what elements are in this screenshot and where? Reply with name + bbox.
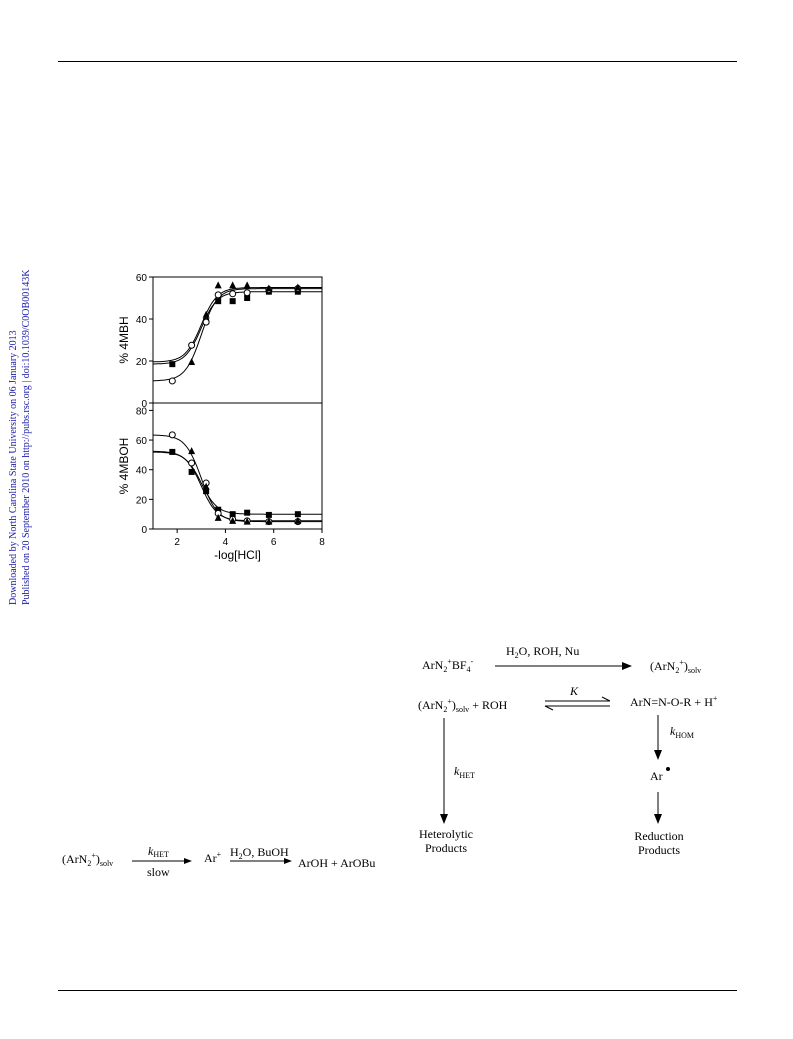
panel-bottom-xtick-label: 4 xyxy=(223,537,229,548)
data-point-square xyxy=(203,488,210,495)
panel-bottom-xlabel: -log[HCl] xyxy=(214,548,261,562)
footer-rule xyxy=(58,990,737,991)
data-point-triangle xyxy=(202,310,210,318)
scheme2-aryl-radical: Ar xyxy=(650,769,663,783)
panel-bottom-ytick-label: 80 xyxy=(136,406,148,417)
scheme1-slow-label: slow xyxy=(147,865,170,879)
chart-svg: 0 20 40 60 % 4MBH 0 20 40 60 80 % 4MBOH 2 4 6 8 -log[HC… xyxy=(117,273,325,562)
scheme2-arrowhead-reduction xyxy=(654,814,662,824)
data-point-circle xyxy=(168,377,176,385)
scheme1-arrowhead-1 xyxy=(184,858,192,864)
panel-top-ytick-label: 20 xyxy=(136,357,148,368)
data-point-triangle xyxy=(229,281,237,289)
data-point-triangle xyxy=(188,447,196,455)
panel-top-ytick-label: 60 xyxy=(136,273,148,284)
data-point-square xyxy=(188,468,195,475)
scheme2-khom-label: kHOM xyxy=(670,724,694,740)
header-rule xyxy=(58,61,737,62)
scheme2-adduct: ArN=N-O-R + H+ xyxy=(630,694,718,709)
data-point-triangle xyxy=(243,281,251,289)
scheme1-arrowhead-2 xyxy=(284,858,292,864)
scheme2-eq-forward-head xyxy=(601,696,611,702)
data-point-square xyxy=(169,361,176,368)
panel-top-ytick-label: 40 xyxy=(136,315,148,326)
panel-bottom-ytick-label: 60 xyxy=(136,436,148,447)
scheme2-arrowhead-het xyxy=(440,814,448,824)
scheme2-eq-reverse-head xyxy=(544,705,554,711)
scheme1-conditions: H2O, BuOH xyxy=(230,845,289,861)
scheme2-solvated-cation: (ArN2+)solv xyxy=(650,658,701,675)
data-point-triangle xyxy=(229,516,237,524)
panel-bottom-fit-curve-1 xyxy=(153,434,322,523)
scheme1-reactant: (ArN2+)solv xyxy=(62,851,113,868)
data-point-circle xyxy=(202,318,210,326)
data-point-circle xyxy=(214,291,222,299)
data-point-square xyxy=(215,298,222,305)
scheme2-heterolytic-products: Products xyxy=(425,841,467,855)
panel-top-fit-curve-2 xyxy=(152,287,322,363)
scheme2-reduction-products: Products xyxy=(638,843,680,857)
side-notes: Downloaded by North Carolina State Unive… xyxy=(3,250,43,610)
scheme2-reactants: (ArN2+)solv + ROH xyxy=(418,697,508,714)
data-point-triangle xyxy=(214,281,222,289)
panel-bottom-fit-curve-0 xyxy=(153,451,322,515)
data-point-triangle xyxy=(265,517,273,525)
scheme2-heterolytic-label: Heterolytic xyxy=(419,827,473,841)
data-point-triangle xyxy=(202,482,210,490)
data-point-circle xyxy=(229,290,237,298)
scheme1-products: ArOH + ArOBu xyxy=(298,856,375,870)
panel-bottom-xtick-label: 8 xyxy=(319,537,325,548)
side-note-download: Downloaded by North Carolina State Unive… xyxy=(8,330,19,605)
data-point-square xyxy=(265,511,272,518)
scheme2-conditions: H2O, ROH, Nu xyxy=(506,644,579,660)
side-note-published: Published on 20 September 2010 on http:/… xyxy=(21,269,32,605)
panel-bottom-ylabel: % 4MBOH xyxy=(117,438,131,495)
panel-bottom-ytick-label: 20 xyxy=(136,495,148,506)
scheme2-equilibrium-label: K xyxy=(569,684,579,698)
data-point-triangle xyxy=(294,516,302,524)
data-point-circle xyxy=(188,459,196,467)
data-point-triangle xyxy=(294,283,302,291)
data-point-triangle xyxy=(214,513,222,521)
data-point-triangle xyxy=(265,284,273,292)
scheme-2: ArN2+BF4- H2O, ROH, Nu (ArN2+)solv (ArN2… xyxy=(410,640,740,870)
data-point-circle xyxy=(243,289,251,297)
panel-bottom-xtick-label: 6 xyxy=(271,537,277,548)
data-point-square xyxy=(169,448,176,455)
data-point-square xyxy=(244,295,251,301)
panel-bottom-frame xyxy=(152,402,323,530)
scheme2-reduction-label: Reduction xyxy=(634,829,683,843)
panel-bottom-ytick-label: 40 xyxy=(136,466,148,477)
data-point-square xyxy=(229,511,236,518)
panel-bottom-fit-curve-2 xyxy=(152,450,322,522)
panel-top-ylabel: % 4MBH xyxy=(117,316,131,363)
data-point-square xyxy=(215,506,222,513)
panel-bottom-ytick-label: 0 xyxy=(141,525,147,536)
panel-top-fit-curve-0 xyxy=(153,291,322,365)
data-point-square xyxy=(229,298,236,305)
scheme-1: (ArN2+)solv kHET slow Ar+ H2O, BuOH ArOH… xyxy=(60,840,390,895)
scheme2-salt: ArN2+BF4- xyxy=(422,657,474,674)
scheme1-rate-label: kHET xyxy=(148,844,169,859)
scheme2-arrowhead-hom xyxy=(654,750,662,760)
scheme2-khet-label: kHET xyxy=(454,764,475,780)
data-point-circle xyxy=(168,431,176,439)
scheme2-radical-dot xyxy=(666,767,670,771)
scheme1-cation: Ar+ xyxy=(204,850,222,865)
panel-bottom-xtick-label: 2 xyxy=(174,537,180,548)
data-point-square xyxy=(244,509,251,516)
scheme2-arrowhead-solvation xyxy=(622,662,632,670)
panel-top-fit-curve-1 xyxy=(153,288,322,382)
data-point-square xyxy=(294,511,301,518)
panel-top-ytick-label: 0 xyxy=(141,399,147,410)
data-point-circle xyxy=(188,341,196,349)
data-point-triangle xyxy=(188,358,196,366)
data-point-triangle xyxy=(243,517,251,525)
figure-plot: 0 20 40 60 % 4MBH 0 20 40 60 80 % 4MBOH 2 4 6 8 -log[HC… xyxy=(100,265,340,570)
panel-top-frame xyxy=(152,276,323,404)
